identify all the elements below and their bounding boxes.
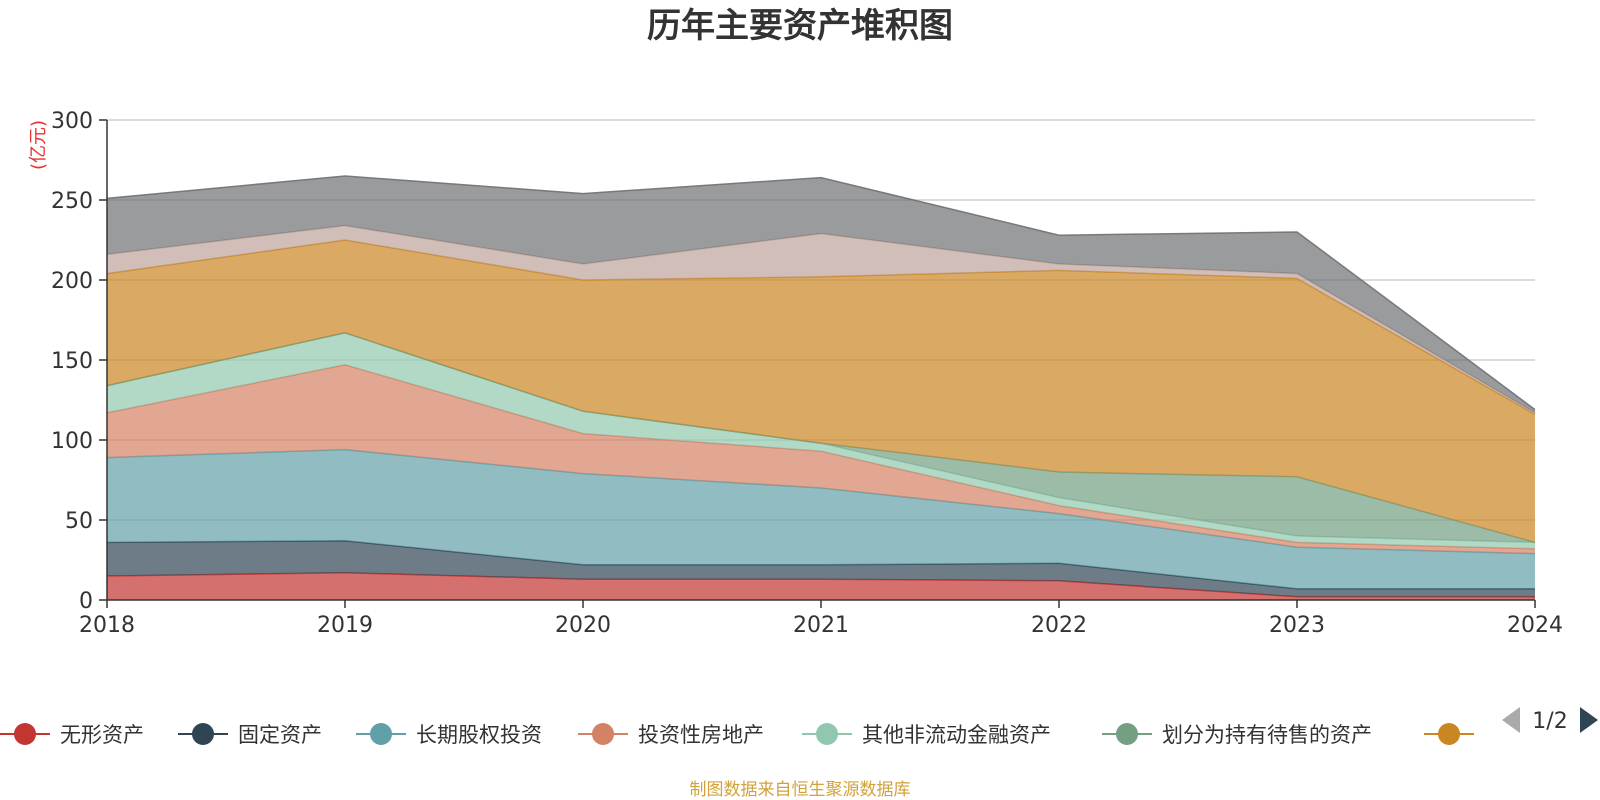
series-line-8 <box>106 175 1536 411</box>
x-tick-label: 2024 <box>1507 613 1563 638</box>
x-tick-label: 2022 <box>1031 613 1087 638</box>
series-area-unnamed-8 <box>107 176 1535 413</box>
x-tick-label: 2023 <box>1269 613 1325 638</box>
legend-label: 固定资产 <box>238 723 322 747</box>
x-tick-label: 2021 <box>793 613 849 638</box>
y-tick-label: 150 <box>51 349 93 374</box>
axes: 0 50 100 150 200 250 300 2018 2019 2020 2021 2022 20… <box>51 109 1563 638</box>
series-area-0 <box>107 572 1535 600</box>
y-unit-label: (亿元) <box>28 120 49 170</box>
legend-next-arrow-icon[interactable] <box>1580 707 1598 733</box>
legend-item-1[interactable]: 固定资产 <box>178 723 322 747</box>
legend-label: 投资性房地产 <box>638 723 764 747</box>
legend-label: 划分为持有待售的资产 <box>1162 723 1372 747</box>
legend-circle-icon <box>816 723 838 745</box>
legend-item-0[interactable]: 无形资产 <box>0 723 144 747</box>
chart-title: 历年主要资产堆积图 <box>647 6 953 46</box>
legend-label: 无形资产 <box>60 723 144 747</box>
x-tick-label: 2019 <box>317 613 373 638</box>
legend-page-indicator: 1/2 <box>1532 709 1567 734</box>
series-area-unnamed-7 <box>107 225 1535 415</box>
legend-circle-icon <box>14 723 36 745</box>
x-tick-label: 2020 <box>555 613 611 638</box>
legend-pager: 1/2 <box>1502 707 1598 734</box>
legend-prev-arrow-icon[interactable] <box>1502 707 1520 733</box>
series-area-5 <box>107 332 1535 543</box>
x-tick-label: 2018 <box>79 613 135 638</box>
y-tick-label: 50 <box>65 509 93 534</box>
series-area-4 <box>107 332 1535 549</box>
series-area-2 <box>107 449 1535 589</box>
y-tick-label: 250 <box>51 189 93 214</box>
legend-item-3[interactable]: 投资性房地产 <box>578 723 764 747</box>
y-tick-label: 300 <box>51 109 93 134</box>
legend-label: 其他非流动金融资产 <box>862 723 1051 747</box>
legend-circle-icon <box>1116 723 1138 745</box>
legend-circle-icon <box>370 723 392 745</box>
series-area-1 <box>107 540 1535 597</box>
legend-item-5[interactable]: 划分为持有待售的资产 <box>1102 723 1372 747</box>
legend-circle-icon <box>1438 723 1460 745</box>
legend-item-4[interactable]: 其他非流动金融资产 <box>802 723 1051 747</box>
series-areas <box>106 175 1536 600</box>
legend: 无形资产 固定资产 长期股权投资 投资性房地产 其他非流动金融资产 划分为持有待售的资产 <box>0 723 1474 747</box>
source-note: 制图数据来自恒生聚源数据库 <box>690 780 911 800</box>
legend-label: 长期股权投资 <box>416 723 542 747</box>
series-area-3 <box>107 364 1535 554</box>
y-tick-label: 0 <box>79 589 93 614</box>
legend-item-6[interactable] <box>1424 723 1474 745</box>
legend-circle-icon <box>592 723 614 745</box>
series-area-unnamed-6 <box>107 240 1535 543</box>
y-tick-label: 100 <box>51 429 93 454</box>
y-tick-label: 200 <box>51 269 93 294</box>
legend-item-2[interactable]: 长期股权投资 <box>356 723 542 747</box>
legend-circle-icon <box>192 723 214 745</box>
